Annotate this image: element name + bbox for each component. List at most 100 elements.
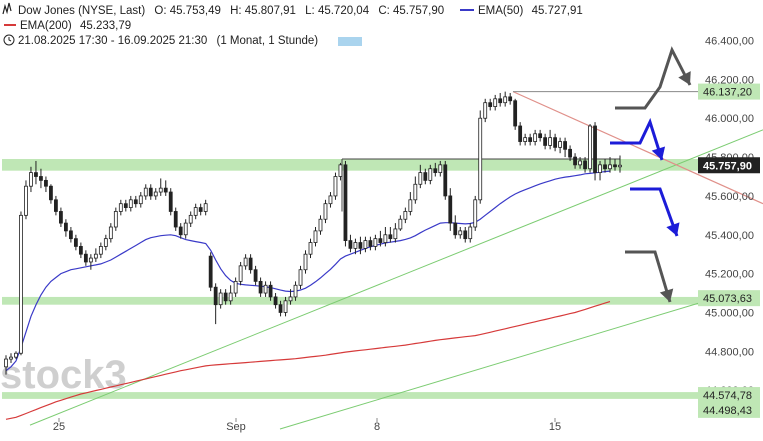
candle — [24, 180, 28, 220]
candle — [523, 133, 528, 146]
candle — [398, 215, 403, 231]
candle — [193, 203, 198, 220]
candle — [478, 110, 483, 204]
interval-swatch — [338, 37, 362, 46]
candle — [413, 176, 418, 204]
candle — [338, 162, 343, 181]
candle — [473, 195, 478, 231]
candle — [83, 250, 88, 266]
candle — [123, 199, 128, 212]
candle — [568, 145, 572, 161]
candle — [333, 172, 338, 200]
candle — [418, 164, 423, 189]
candle — [203, 199, 208, 216]
trendlines — [29, 91, 763, 430]
close-value: C: 45.757,90 — [378, 5, 444, 17]
candle — [423, 168, 428, 185]
x-tick-label: 8 — [374, 421, 380, 433]
candle — [54, 195, 58, 216]
candle — [153, 188, 158, 200]
price-tag-label: 46.137,20 — [703, 87, 752, 99]
candle — [103, 234, 108, 251]
blue-up-down-arrow — [610, 117, 666, 161]
candle — [593, 122, 597, 181]
ema50-line — [5, 170, 611, 372]
candle — [288, 289, 293, 305]
candle — [443, 160, 448, 200]
ema50-legend-label: EMA(50) — [478, 5, 524, 17]
ema50-series — [5, 170, 611, 372]
y-tick-label: 46.000,00 — [705, 113, 754, 125]
candle — [548, 129, 553, 150]
candle — [218, 289, 223, 309]
candle — [598, 160, 602, 181]
candle — [393, 223, 398, 243]
candle — [363, 236, 368, 253]
header: Dow Jones (NYSE, Last) O: 45.753,49 H: 4… — [2, 2, 583, 47]
date-range: 21.08.2025 17:30 - 16.09.2025 21:30 — [18, 35, 207, 47]
ema200-legend-value: 45.233,79 — [80, 20, 131, 32]
y-tick-label: 46.400,00 — [705, 36, 754, 48]
candle — [243, 254, 248, 270]
candle — [318, 215, 323, 235]
ema200-series — [5, 301, 611, 420]
y-tick-label: 45.000,00 — [705, 307, 754, 319]
candle — [503, 91, 508, 107]
candle — [4, 355, 8, 375]
candle — [583, 157, 587, 173]
candle — [578, 157, 582, 169]
candle — [173, 207, 178, 231]
candle — [558, 137, 562, 154]
y-tick-label: 46.200,00 — [705, 74, 754, 86]
candle — [148, 184, 153, 200]
ema200-legend-label: EMA(200) — [20, 20, 72, 32]
candle — [533, 129, 538, 146]
watermark-text: stock3 — [0, 353, 127, 397]
candle — [298, 265, 303, 290]
candle — [158, 178, 163, 196]
candle — [293, 281, 298, 301]
candles — [4, 91, 622, 375]
candle — [368, 236, 373, 251]
support-zone-1 — [2, 296, 700, 305]
candle — [498, 92, 503, 107]
x-tick-label: 15 — [549, 421, 561, 433]
high-value: H: 45.807,91 — [230, 5, 296, 17]
low-value: L: 45.720,04 — [305, 5, 370, 17]
candle — [39, 168, 43, 189]
candle — [518, 122, 523, 146]
candle — [178, 223, 183, 239]
y-tick-label: 45.200,00 — [705, 269, 754, 281]
candle — [573, 153, 577, 169]
candle — [34, 160, 38, 185]
candle — [44, 176, 48, 193]
ema50-legend-value: 45.727,91 — [532, 5, 583, 17]
candle — [278, 300, 283, 317]
svg-text:21.08.2025 17:30 - 16.09.2025: 21.08.2025 17:30 - 16.09.2025 21:30 (1 M… — [18, 35, 318, 47]
price-tag-label: 45.073,63 — [703, 293, 752, 305]
candle — [313, 227, 318, 247]
support-zones — [2, 159, 700, 399]
svg-text:EMA(50) 45.727,91: EMA(50) 45.727,91 — [478, 5, 583, 17]
y-tick-label: 45.600,00 — [705, 191, 754, 203]
candle — [453, 215, 458, 239]
candle — [403, 207, 408, 224]
candle — [248, 254, 253, 274]
candle — [353, 238, 358, 255]
candle — [233, 277, 238, 297]
trendline-lower — [279, 302, 701, 430]
resistance-trendline — [512, 91, 763, 205]
ema200-line — [5, 301, 611, 420]
candle — [438, 160, 443, 177]
watermark: stock3 — [0, 353, 127, 397]
candle — [228, 285, 233, 305]
candle — [373, 234, 378, 251]
chart-type-icon — [2, 2, 12, 15]
trendline-upper — [29, 129, 763, 426]
candle — [483, 98, 488, 123]
current-price-tag: 45.757,90 — [698, 157, 760, 174]
candle — [468, 223, 473, 243]
candle — [613, 159, 617, 171]
bullish-gray-arrow — [615, 46, 692, 110]
